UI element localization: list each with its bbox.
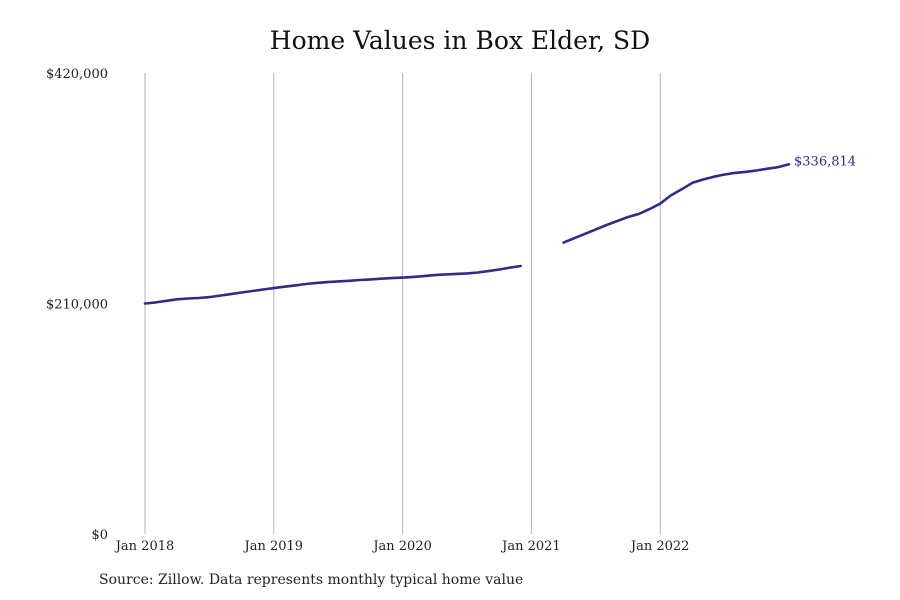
x-tick-label: Jan 2020	[371, 539, 432, 554]
end-value-label-group: $336,814	[794, 154, 856, 169]
y-axis-tick-labels: $0 $210,000 $420,000	[46, 67, 108, 543]
source-note: Source: Zillow. Data represents monthly …	[99, 572, 524, 588]
series-line-segment-0	[143, 264, 522, 305]
x-axis-tick-labels: Jan 2018 Jan 2019 Jan 2020 Jan 2021 Jan 2022	[114, 539, 690, 554]
y-tick-label: $420,000	[46, 67, 108, 82]
vertical-gridlines	[144, 73, 661, 534]
y-tick-label: $210,000	[46, 298, 108, 313]
x-tick-label: Jan 2019	[243, 539, 304, 554]
end-value-label: $336,814	[794, 154, 856, 169]
y-tick-label: $0	[91, 528, 108, 543]
x-tick-label: Jan 2021	[500, 539, 561, 554]
series-line	[143, 163, 791, 305]
x-tick-label: Jan 2022	[629, 539, 690, 554]
chart-title: Home Values in Box Elder, SD	[269, 26, 651, 55]
x-tick-label: Jan 2018	[114, 539, 175, 554]
series-line-segment-1	[562, 163, 791, 244]
